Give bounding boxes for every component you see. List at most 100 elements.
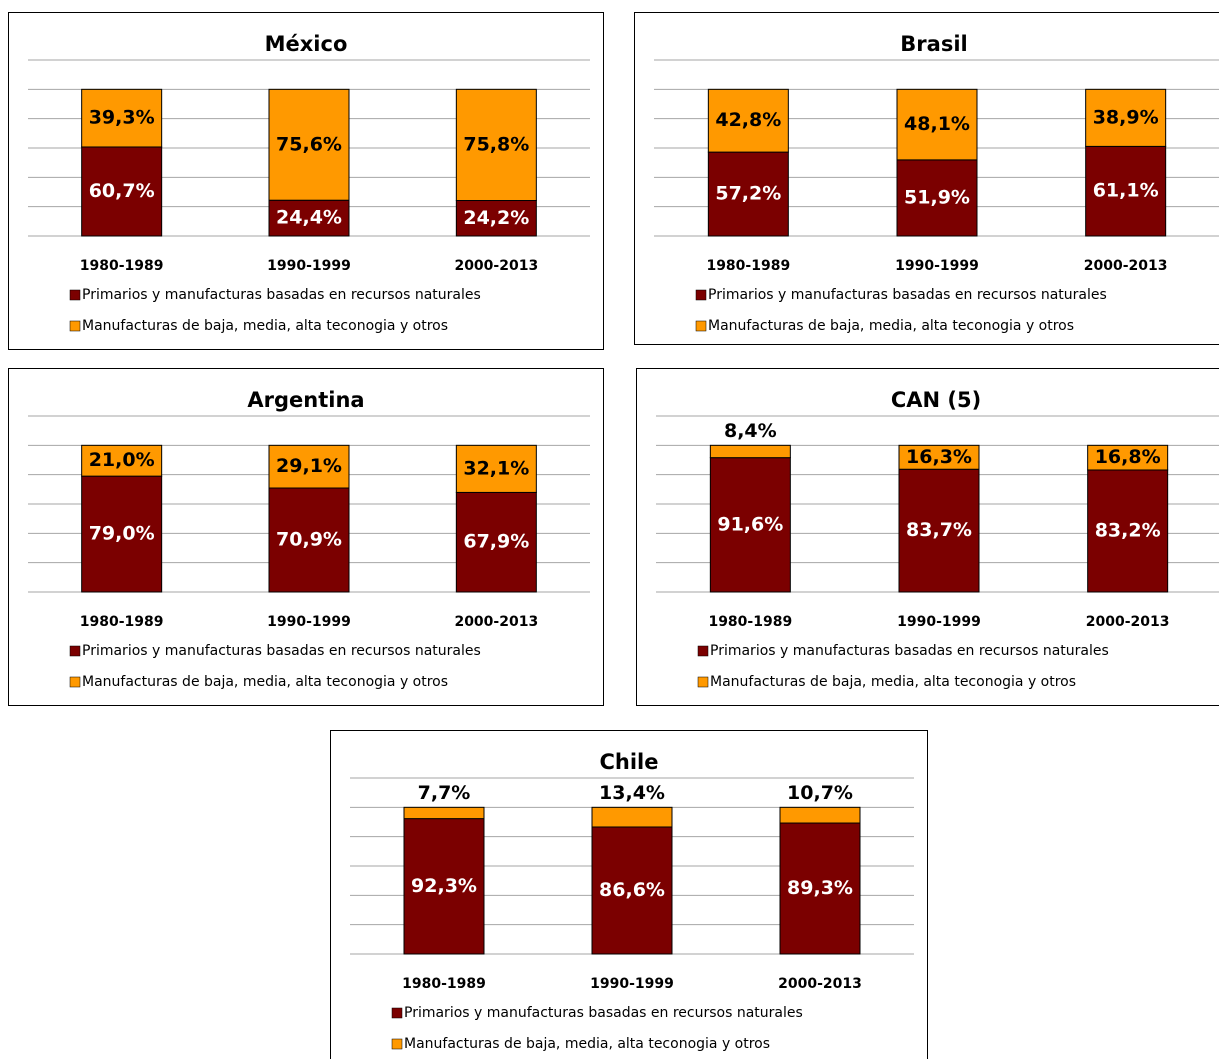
bar-segment bbox=[707, 151, 789, 237]
x-tick-label: 2000-2013 bbox=[778, 976, 862, 992]
data-label: 83,2% bbox=[1095, 519, 1161, 541]
data-label: 29,1% bbox=[276, 455, 342, 477]
legend-swatch bbox=[695, 320, 707, 332]
bar-segment bbox=[81, 444, 163, 477]
x-tick-label: 2000-2013 bbox=[1086, 614, 1170, 630]
bar-segment bbox=[896, 159, 978, 237]
chart-title: Brasil bbox=[900, 32, 967, 56]
x-tick-label: 2000-2013 bbox=[454, 258, 538, 274]
x-tick-label: 1990-1999 bbox=[590, 976, 674, 992]
data-label: 67,9% bbox=[463, 531, 529, 553]
x-tick-label: 1990-1999 bbox=[267, 614, 351, 630]
bar-segment bbox=[403, 818, 485, 955]
legend-swatch bbox=[697, 676, 709, 688]
data-label: 83,7% bbox=[906, 519, 972, 541]
chart-title: Chile bbox=[599, 750, 658, 774]
data-label: 42,8% bbox=[715, 109, 781, 131]
bar-segment bbox=[1087, 469, 1169, 593]
data-label: 79,0% bbox=[89, 523, 155, 545]
data-label: 16,8% bbox=[1095, 446, 1161, 468]
legend-label: Primarios y manufacturas basadas en recu… bbox=[82, 287, 481, 303]
legend-label: Primarios y manufacturas basadas en recu… bbox=[404, 1005, 803, 1021]
bar-segment bbox=[779, 806, 861, 824]
data-label: 38,9% bbox=[1093, 106, 1159, 128]
data-label: 86,6% bbox=[599, 879, 665, 901]
data-label: 60,7% bbox=[89, 180, 155, 202]
bar-segment bbox=[455, 200, 537, 237]
bar-segment bbox=[591, 806, 673, 828]
data-label: 32,1% bbox=[463, 457, 529, 479]
data-label: 24,4% bbox=[276, 207, 342, 229]
bar-segment bbox=[591, 826, 673, 955]
bar-segment bbox=[1087, 444, 1169, 471]
bar-segment bbox=[709, 444, 791, 459]
x-tick-label: 2000-2013 bbox=[454, 614, 538, 630]
legend-label: Manufacturas de baja, media, alta tecono… bbox=[708, 318, 1074, 334]
legend-swatch bbox=[697, 645, 709, 657]
bar-segment bbox=[268, 444, 350, 489]
legend-swatch bbox=[69, 676, 81, 688]
data-label: 57,2% bbox=[715, 183, 781, 205]
x-tick-label: 1990-1999 bbox=[267, 258, 351, 274]
data-label: 61,1% bbox=[1093, 180, 1159, 202]
bar-segment bbox=[455, 88, 537, 202]
legend-label: Manufacturas de baja, media, alta tecono… bbox=[710, 674, 1076, 690]
data-label: 70,9% bbox=[276, 529, 342, 551]
bar-segment bbox=[81, 88, 163, 148]
x-tick-label: 1980-1989 bbox=[402, 976, 486, 992]
legend-swatch bbox=[391, 1038, 403, 1050]
x-tick-label: 1980-1989 bbox=[706, 258, 790, 274]
chart-title: Argentina bbox=[247, 388, 364, 412]
data-label: 89,3% bbox=[787, 877, 853, 899]
data-label: 92,3% bbox=[411, 875, 477, 897]
bar-segment bbox=[268, 487, 350, 593]
legend-label: Manufacturas de baja, media, alta tecono… bbox=[82, 318, 448, 334]
bar-segment bbox=[779, 822, 861, 955]
data-label: 21,0% bbox=[89, 449, 155, 471]
bar-segment bbox=[898, 468, 980, 593]
x-tick-label: 1990-1999 bbox=[897, 614, 981, 630]
data-label: 10,7% bbox=[787, 782, 853, 804]
data-label: 13,4% bbox=[599, 782, 665, 804]
x-tick-label: 1980-1989 bbox=[708, 614, 792, 630]
data-label: 91,6% bbox=[717, 513, 783, 535]
chart-panel: Chile 1980-1989 92,3% 7,7% 1990-1999 86,6% 13,… bbox=[330, 730, 928, 1059]
bar-segment bbox=[268, 199, 350, 237]
x-tick-label: 1990-1999 bbox=[895, 258, 979, 274]
bar-segment bbox=[709, 457, 791, 593]
data-label: 16,3% bbox=[906, 446, 972, 468]
legend-swatch bbox=[69, 289, 81, 301]
x-tick-label: 1980-1989 bbox=[80, 614, 164, 630]
bar-segment bbox=[81, 146, 163, 237]
chart-panel: CAN (5) 1980-1989 91,6% 8,4% 1990-1999 83,7% 1… bbox=[636, 368, 1219, 706]
legend-swatch bbox=[391, 1007, 403, 1019]
legend-swatch bbox=[695, 289, 707, 301]
legend-swatch bbox=[69, 645, 81, 657]
data-label: 75,6% bbox=[276, 133, 342, 155]
legend-swatch bbox=[69, 320, 81, 332]
data-label: 51,9% bbox=[904, 186, 970, 208]
data-label: 7,7% bbox=[418, 782, 471, 804]
data-label: 75,8% bbox=[463, 133, 529, 155]
chart-panel: Brasil 1980-1989 57,2% 42,8% 1990-1999 51,9% 4… bbox=[634, 12, 1219, 345]
bar-segment bbox=[81, 475, 163, 593]
legend-label: Primarios y manufacturas basadas en recu… bbox=[708, 287, 1107, 303]
bar-segment bbox=[707, 88, 789, 153]
bar-segment bbox=[455, 491, 537, 593]
legend-label: Manufacturas de baja, media, alta tecono… bbox=[82, 674, 448, 690]
data-label: 39,3% bbox=[89, 107, 155, 129]
legend-label: Manufacturas de baja, media, alta tecono… bbox=[404, 1036, 770, 1052]
bar-segment bbox=[1085, 88, 1167, 147]
x-tick-label: 1980-1989 bbox=[80, 258, 164, 274]
bar-segment bbox=[455, 444, 537, 493]
data-label: 48,1% bbox=[904, 113, 970, 135]
chart-panel: Argentina 1980-1989 79,0% 21,0% 1990-1999 70,… bbox=[8, 368, 604, 706]
chart-title: CAN (5) bbox=[891, 388, 981, 412]
bar-segment bbox=[403, 806, 485, 820]
data-label: 24,2% bbox=[463, 207, 529, 229]
chart-panel: México 1980-1989 60,7% 39,3% 1990-1999 24,4% 7… bbox=[8, 12, 604, 350]
data-label: 8,4% bbox=[724, 420, 777, 442]
legend-label: Primarios y manufacturas basadas en recu… bbox=[710, 643, 1109, 659]
legend-label: Primarios y manufacturas basadas en recu… bbox=[82, 643, 481, 659]
